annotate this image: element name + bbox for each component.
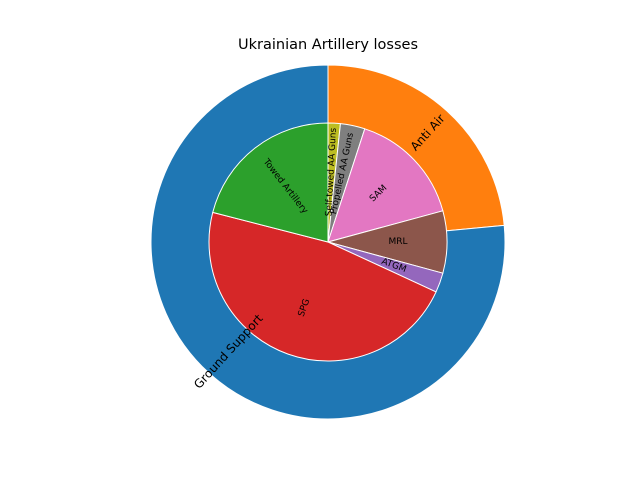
inner-slice-sam xyxy=(327,128,444,243)
chart-title: Ukrainian Artillery losses xyxy=(238,37,418,53)
inner-slice-towed-artillery xyxy=(212,122,329,243)
inner-label-self-towed-aa-guns: Self-towed AA Guns xyxy=(324,127,339,216)
inner-label-mrl: MRL xyxy=(388,237,407,247)
inner-slice-spg xyxy=(208,211,437,362)
inner-pie xyxy=(208,122,448,362)
